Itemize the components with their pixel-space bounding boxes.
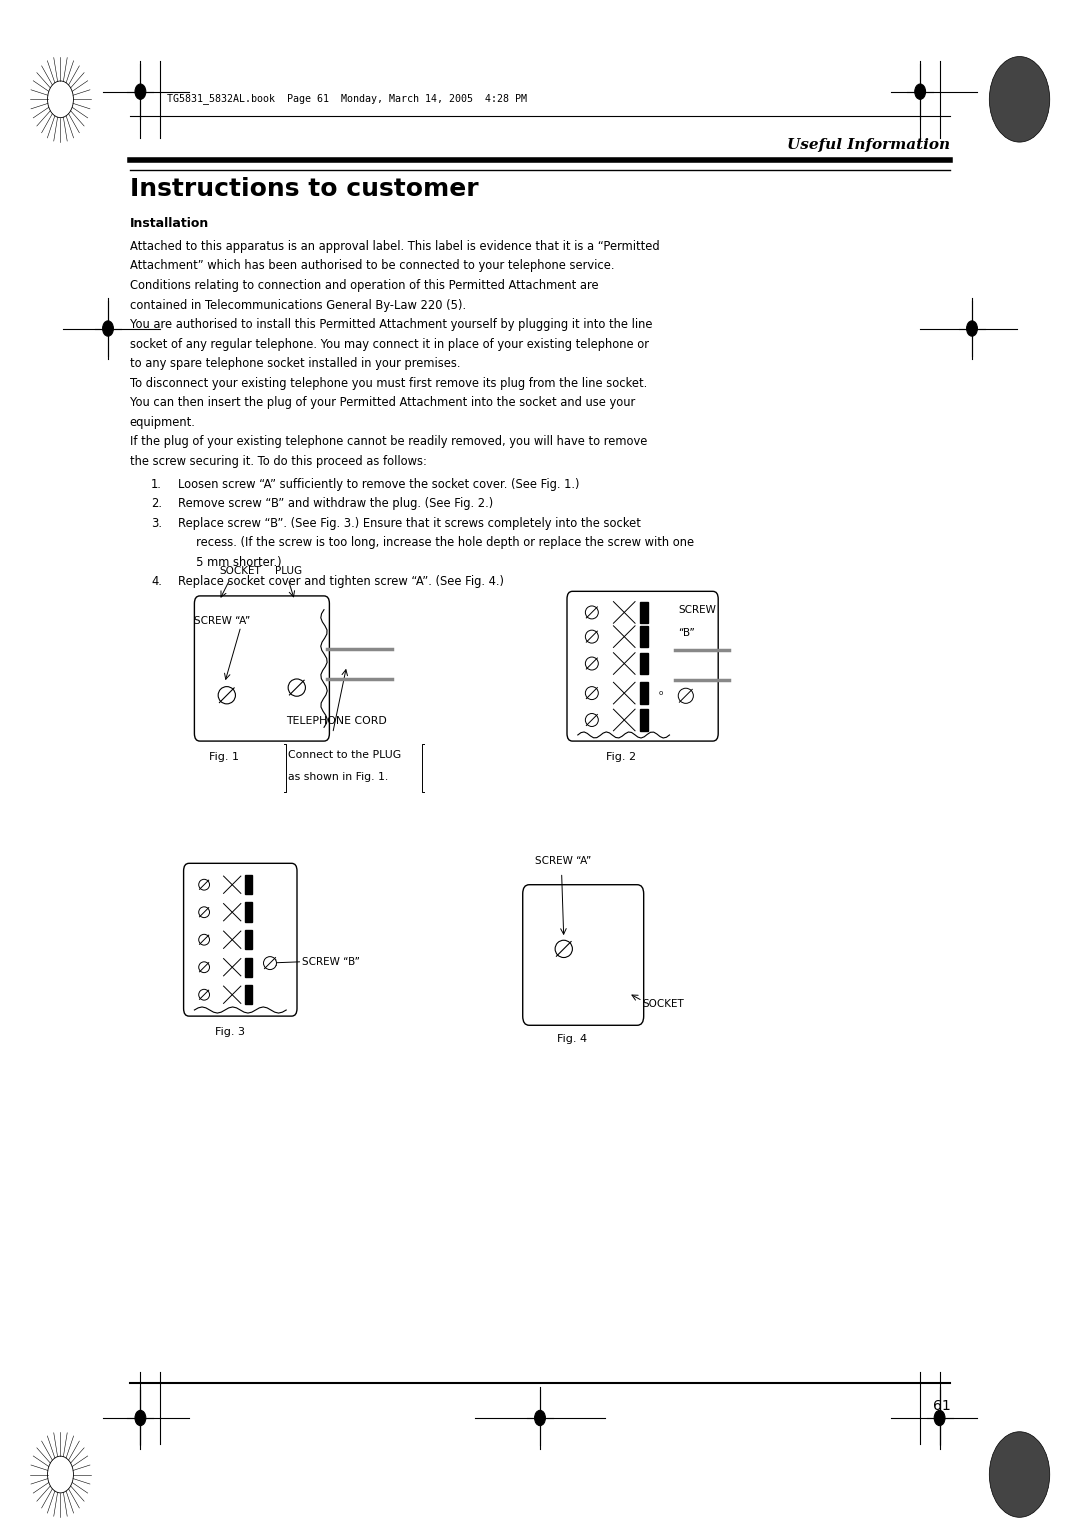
Text: Fig. 1: Fig. 1 <box>208 752 239 762</box>
Ellipse shape <box>199 879 210 891</box>
Circle shape <box>103 321 113 336</box>
Circle shape <box>535 1410 545 1426</box>
Text: 61: 61 <box>933 1398 950 1413</box>
Circle shape <box>135 1410 146 1426</box>
FancyBboxPatch shape <box>194 596 329 741</box>
Text: Fig. 2: Fig. 2 <box>607 752 636 762</box>
Text: To disconnect your existing telephone you must first remove its plug from the li: To disconnect your existing telephone yo… <box>130 377 647 390</box>
Text: SOCKET: SOCKET <box>643 999 685 1008</box>
FancyBboxPatch shape <box>640 709 648 730</box>
Text: TG5831_5832AL.book  Page 61  Monday, March 14, 2005  4:28 PM: TG5831_5832AL.book Page 61 Monday, March… <box>167 93 527 104</box>
Text: You are authorised to install this Permitted Attachment yourself by plugging it : You are authorised to install this Permi… <box>130 318 652 332</box>
Text: Replace socket cover and tighten screw “A”. (See Fig. 4.): Replace socket cover and tighten screw “… <box>178 576 504 588</box>
FancyBboxPatch shape <box>640 626 648 648</box>
Text: Attachment” which has been authorised to be connected to your telephone service.: Attachment” which has been authorised to… <box>130 260 615 272</box>
FancyBboxPatch shape <box>245 903 252 921</box>
Text: SCREW “B”: SCREW “B” <box>302 957 361 967</box>
Text: Installation: Installation <box>130 217 208 229</box>
Text: equipment.: equipment. <box>130 416 195 429</box>
Text: You can then insert the plug of your Permitted Attachment into the socket and us: You can then insert the plug of your Per… <box>130 396 635 410</box>
Text: as shown in Fig. 1.: as shown in Fig. 1. <box>288 772 389 782</box>
Circle shape <box>967 321 977 336</box>
FancyBboxPatch shape <box>245 986 252 1004</box>
Text: 4.: 4. <box>151 576 162 588</box>
FancyBboxPatch shape <box>640 652 648 674</box>
Circle shape <box>135 84 146 99</box>
Text: 1.: 1. <box>151 478 162 490</box>
Ellipse shape <box>199 934 210 946</box>
Text: 5 mm shorter.): 5 mm shorter.) <box>178 556 282 568</box>
Text: to any spare telephone socket installed in your premises.: to any spare telephone socket installed … <box>130 358 460 370</box>
FancyBboxPatch shape <box>640 683 648 704</box>
FancyBboxPatch shape <box>640 602 648 623</box>
Ellipse shape <box>199 989 210 1001</box>
Text: o: o <box>659 691 663 697</box>
Text: SOCKET: SOCKET <box>219 565 261 576</box>
FancyBboxPatch shape <box>184 863 297 1016</box>
Ellipse shape <box>264 957 276 970</box>
Text: Fig. 4: Fig. 4 <box>557 1034 588 1045</box>
Text: socket of any regular telephone. You may connect it in place of your existing te: socket of any regular telephone. You may… <box>130 338 649 351</box>
FancyBboxPatch shape <box>245 958 252 976</box>
Text: Useful Information: Useful Information <box>787 138 950 153</box>
FancyBboxPatch shape <box>245 931 252 949</box>
Text: SCREW “A”: SCREW “A” <box>194 616 251 626</box>
Text: PLUG: PLUG <box>275 565 302 576</box>
Text: SCREW “A”: SCREW “A” <box>535 856 591 866</box>
Ellipse shape <box>199 961 210 973</box>
FancyBboxPatch shape <box>245 876 252 894</box>
Text: recess. (If the screw is too long, increase the hole depth or replace the screw : recess. (If the screw is too long, incre… <box>178 536 694 550</box>
Text: Replace screw “B”. (See Fig. 3.) Ensure that it screws completely into the socke: Replace screw “B”. (See Fig. 3.) Ensure … <box>178 516 642 530</box>
FancyBboxPatch shape <box>523 885 644 1025</box>
Ellipse shape <box>585 657 598 669</box>
Ellipse shape <box>555 940 572 958</box>
Text: Remove screw “B” and withdraw the plug. (See Fig. 2.): Remove screw “B” and withdraw the plug. … <box>178 497 494 510</box>
Text: If the plug of your existing telephone cannot be readily removed, you will have : If the plug of your existing telephone c… <box>130 435 647 449</box>
Ellipse shape <box>585 714 598 726</box>
Text: Attached to this apparatus is an approval label. This label is evidence that it : Attached to this apparatus is an approva… <box>130 240 659 254</box>
Text: 2.: 2. <box>151 497 162 510</box>
Text: SCREW: SCREW <box>678 605 716 614</box>
Ellipse shape <box>678 688 693 703</box>
Text: the screw securing it. To do this proceed as follows:: the screw securing it. To do this procee… <box>130 455 427 468</box>
Text: Fig. 3: Fig. 3 <box>215 1027 245 1038</box>
Text: Connect to the PLUG: Connect to the PLUG <box>288 750 402 761</box>
Circle shape <box>989 1432 1050 1517</box>
Text: contained in Telecommunications General By-Law 220 (5).: contained in Telecommunications General … <box>130 298 465 312</box>
Ellipse shape <box>218 686 235 704</box>
Circle shape <box>934 1410 945 1426</box>
Circle shape <box>989 57 1050 142</box>
Ellipse shape <box>585 686 598 700</box>
Text: 3.: 3. <box>151 516 162 530</box>
Ellipse shape <box>585 630 598 643</box>
Circle shape <box>915 84 926 99</box>
Text: “B”: “B” <box>678 628 696 637</box>
Text: Conditions relating to connection and operation of this Permitted Attachment are: Conditions relating to connection and op… <box>130 280 598 292</box>
Ellipse shape <box>288 678 306 697</box>
Text: TELEPHONE CORD: TELEPHONE CORD <box>286 715 387 726</box>
FancyBboxPatch shape <box>567 591 718 741</box>
Text: Instructions to customer: Instructions to customer <box>130 177 478 202</box>
Ellipse shape <box>585 607 598 619</box>
Text: Loosen screw “A” sufficiently to remove the socket cover. (See Fig. 1.): Loosen screw “A” sufficiently to remove … <box>178 478 580 490</box>
Ellipse shape <box>199 906 210 918</box>
